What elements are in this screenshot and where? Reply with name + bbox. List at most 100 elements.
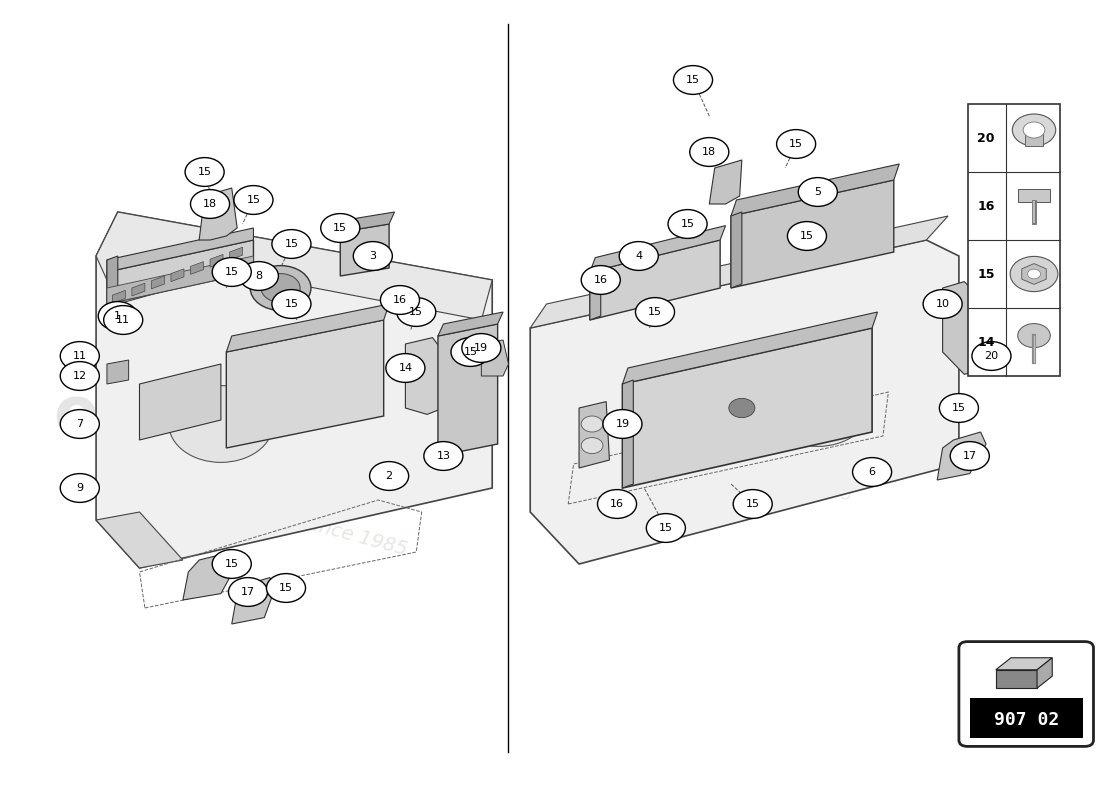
FancyBboxPatch shape [1025, 131, 1043, 146]
FancyBboxPatch shape [970, 698, 1082, 738]
Text: 2: 2 [385, 471, 393, 481]
Polygon shape [107, 228, 253, 272]
Polygon shape [1022, 264, 1046, 284]
Text: 15: 15 [800, 231, 814, 241]
Polygon shape [227, 304, 389, 352]
Polygon shape [96, 512, 183, 568]
Text: a passion for parts since 1985: a passion for parts since 1985 [120, 465, 409, 559]
Text: 15: 15 [285, 299, 298, 309]
Text: 16: 16 [393, 295, 407, 305]
Text: 13: 13 [437, 451, 450, 461]
FancyBboxPatch shape [1018, 190, 1050, 202]
Text: 6: 6 [869, 467, 876, 477]
Circle shape [234, 186, 273, 214]
Polygon shape [438, 312, 503, 336]
Text: 16: 16 [594, 275, 608, 285]
Polygon shape [623, 328, 872, 488]
Polygon shape [623, 312, 878, 384]
Circle shape [668, 210, 707, 238]
Circle shape [60, 410, 99, 438]
Circle shape [185, 158, 224, 186]
Text: 17: 17 [241, 587, 255, 597]
Circle shape [462, 334, 501, 362]
Circle shape [1023, 122, 1045, 138]
Text: 19: 19 [615, 419, 629, 429]
Circle shape [229, 578, 267, 606]
Circle shape [766, 370, 870, 446]
Polygon shape [937, 432, 986, 480]
Text: 15: 15 [977, 267, 994, 281]
Circle shape [603, 410, 642, 438]
Text: 20: 20 [977, 131, 994, 145]
Text: 15: 15 [198, 167, 211, 177]
Text: 15: 15 [246, 195, 261, 205]
Polygon shape [340, 212, 395, 232]
Text: 15: 15 [686, 75, 700, 85]
Polygon shape [230, 247, 243, 260]
Text: 15: 15 [279, 583, 293, 593]
Text: 1: 1 [114, 311, 121, 321]
Circle shape [212, 258, 251, 286]
Circle shape [353, 242, 393, 270]
Text: 11: 11 [117, 315, 130, 325]
Circle shape [272, 230, 311, 258]
Text: 7: 7 [76, 419, 84, 429]
Circle shape [168, 386, 273, 462]
Text: 18: 18 [702, 147, 716, 157]
Text: eurospares: eurospares [556, 349, 906, 403]
Polygon shape [140, 364, 221, 440]
Text: 3: 3 [370, 251, 376, 261]
Polygon shape [199, 188, 238, 240]
Polygon shape [210, 254, 223, 267]
Text: 12: 12 [73, 371, 87, 381]
Text: 15: 15 [224, 559, 239, 569]
Circle shape [734, 490, 772, 518]
Polygon shape [183, 552, 238, 600]
Circle shape [939, 394, 978, 422]
Polygon shape [107, 256, 118, 304]
Circle shape [451, 338, 490, 366]
Polygon shape [406, 338, 443, 414]
Circle shape [190, 190, 230, 218]
Text: 4: 4 [635, 251, 642, 261]
Text: 5: 5 [814, 187, 822, 197]
Circle shape [321, 214, 360, 242]
Text: 15: 15 [952, 403, 966, 413]
Text: 9: 9 [76, 483, 84, 493]
Circle shape [619, 242, 658, 270]
Circle shape [581, 416, 603, 432]
Circle shape [581, 438, 603, 454]
Polygon shape [96, 212, 492, 320]
Circle shape [266, 574, 306, 602]
Polygon shape [623, 380, 634, 488]
Polygon shape [590, 226, 726, 272]
Polygon shape [482, 340, 508, 376]
Polygon shape [96, 212, 492, 568]
Circle shape [923, 290, 962, 318]
Circle shape [60, 474, 99, 502]
Text: eurospares: eurospares [54, 383, 475, 449]
Polygon shape [340, 224, 389, 276]
Circle shape [1018, 323, 1050, 347]
Text: 20: 20 [984, 351, 999, 361]
Polygon shape [232, 578, 275, 624]
Polygon shape [132, 283, 145, 296]
Polygon shape [732, 164, 899, 216]
Polygon shape [438, 324, 497, 456]
Text: 14: 14 [398, 363, 412, 373]
Circle shape [250, 266, 311, 310]
Circle shape [103, 306, 143, 334]
Circle shape [788, 222, 826, 250]
Circle shape [673, 66, 713, 94]
Circle shape [597, 490, 637, 518]
FancyBboxPatch shape [968, 104, 1059, 376]
Polygon shape [732, 212, 741, 288]
Text: 18: 18 [204, 199, 217, 209]
Text: 15: 15 [285, 239, 298, 249]
FancyBboxPatch shape [959, 642, 1093, 746]
Polygon shape [170, 269, 184, 282]
Text: 15: 15 [333, 223, 348, 233]
Text: 15: 15 [746, 499, 760, 509]
Text: 8: 8 [255, 271, 263, 281]
Polygon shape [710, 160, 741, 204]
